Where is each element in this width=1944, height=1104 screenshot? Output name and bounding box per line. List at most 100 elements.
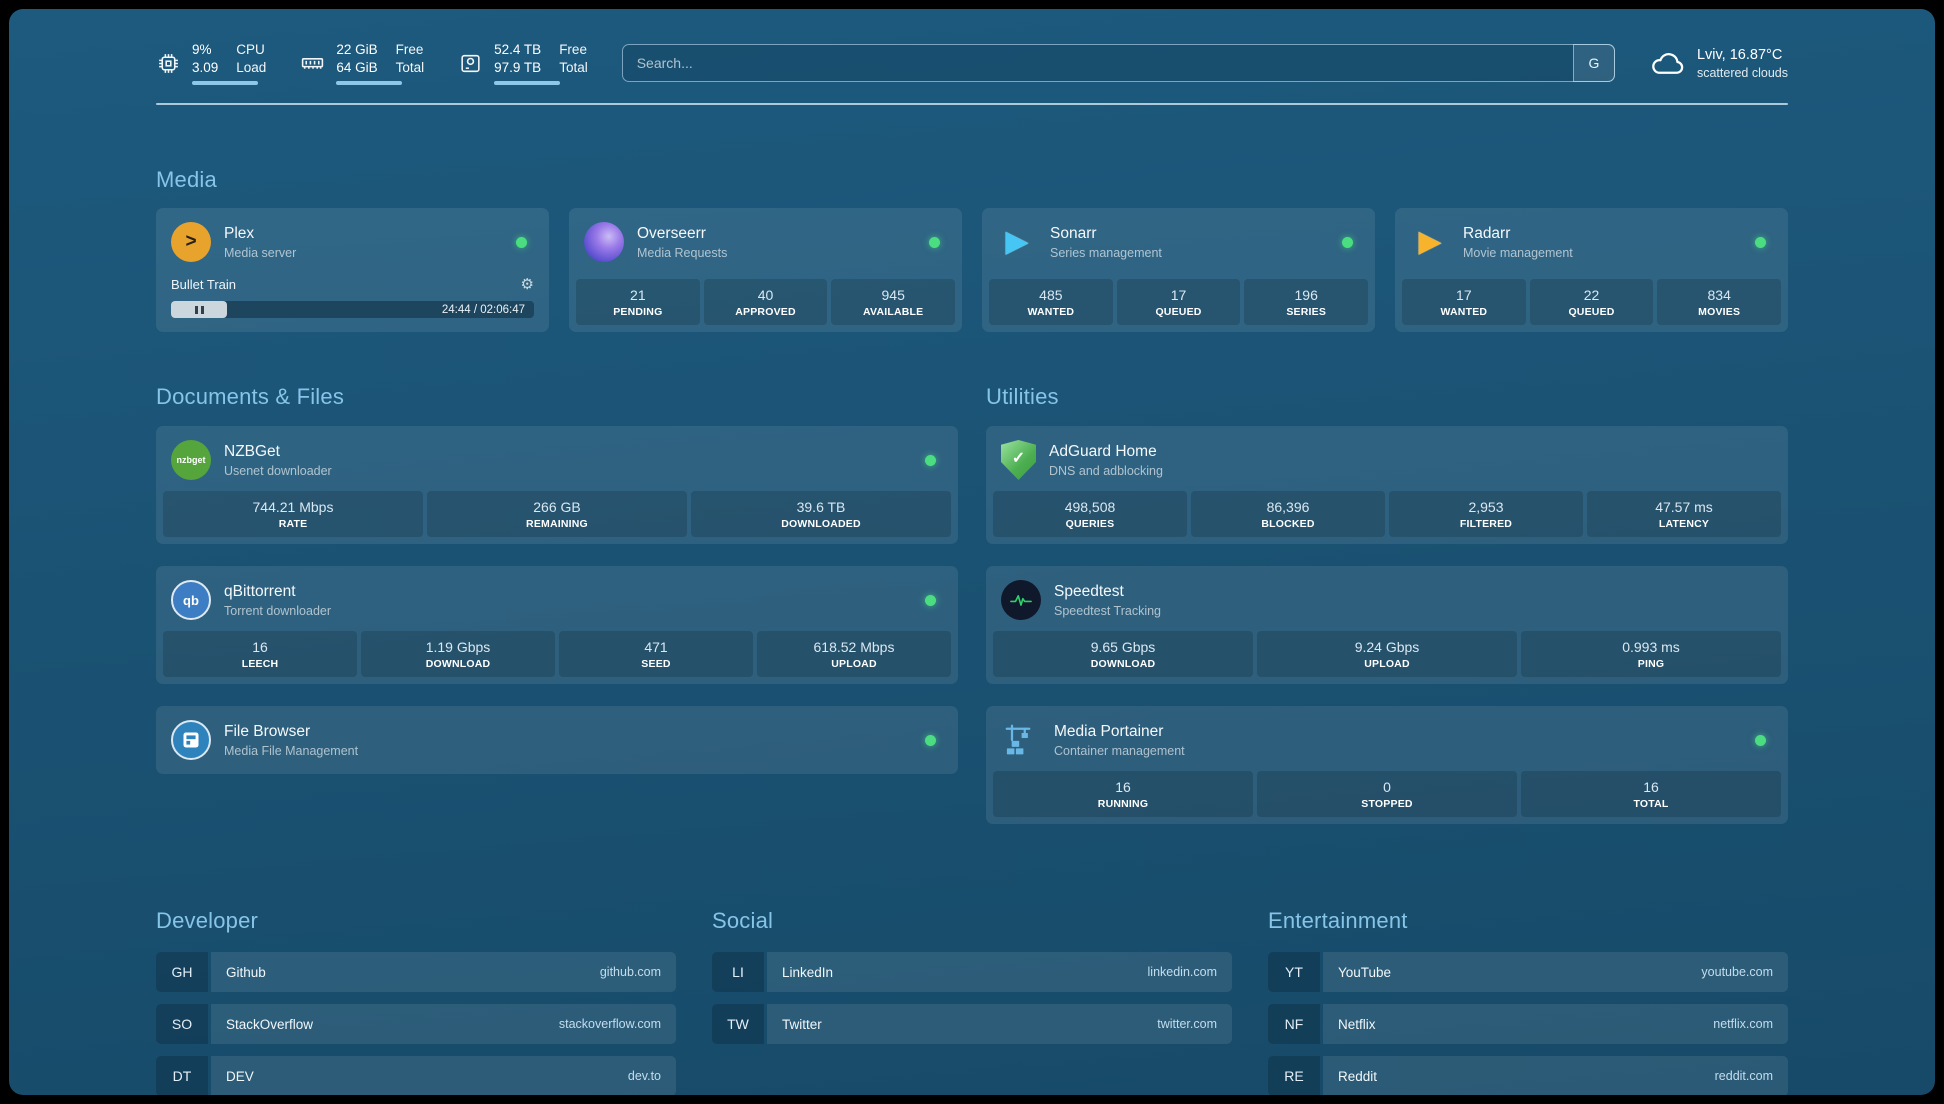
- memory-free-value: 22 GiB: [336, 42, 378, 57]
- playback-progress-bar[interactable]: 24:44 / 02:06:47: [171, 301, 534, 318]
- bookmark-linkedin[interactable]: LI LinkedIn linkedin.com: [712, 952, 1232, 992]
- stat-movies: 834 MOVIES: [1657, 279, 1782, 325]
- service-card-filebrowser[interactable]: File Browser Media File Management: [156, 706, 958, 774]
- service-card-speedtest[interactable]: Speedtest Speedtest Tracking 9.65 Gbps D…: [986, 566, 1788, 684]
- stat-available: 945 AVAILABLE: [831, 279, 956, 325]
- service-card-nzbget[interactable]: nzbget NZBGet Usenet downloader 744.21 M…: [156, 426, 958, 544]
- service-title: Media Portainer: [1054, 722, 1164, 740]
- bookmark-stackoverflow[interactable]: SO StackOverflow stackoverflow.com: [156, 1004, 676, 1044]
- bookmark-name: Github: [226, 964, 266, 980]
- plex-icon: >: [171, 222, 211, 262]
- bookmark-abbr: LI: [712, 952, 764, 992]
- service-title: NZBGet: [224, 442, 280, 460]
- stat-upload: 618.52 Mbps UPLOAD: [757, 631, 951, 677]
- sonarr-icon: ▶: [1005, 225, 1029, 258]
- memory-readout: 22 GiB Free 64 GiB Total: [336, 41, 424, 85]
- service-card-plex[interactable]: > Plex Media server Bullet Train ⚙ 24:44…: [156, 208, 549, 332]
- cpu-readout: 9% CPU 3.09 Load: [192, 41, 266, 85]
- bookmark-abbr: DT: [156, 1056, 208, 1095]
- media-card-grid: > Plex Media server Bullet Train ⚙ 24:44…: [156, 208, 1788, 332]
- service-card-sonarr[interactable]: ▶ Sonarr Series management 485 WANTED 17…: [982, 208, 1375, 332]
- weather-location: Lviv, 16.87°C: [1696, 46, 1783, 63]
- stat-queries: 498,508 QUERIES: [993, 491, 1187, 537]
- bookmark-abbr: YT: [1268, 952, 1320, 992]
- stat-queued: 22 QUEUED: [1529, 279, 1654, 325]
- section-title-utilities: Utilities: [986, 384, 1059, 409]
- stat-pending: 21 PENDING: [576, 279, 700, 325]
- bookmark-abbr: GH: [156, 952, 208, 992]
- status-dot: [925, 454, 936, 466]
- dashboard-frame: 9% CPU 3.09 Load 22 GiB Free 64 G: [9, 9, 1935, 1095]
- utilities-column: Utilities ✓ AdGuard Home DNS and adblock…: [986, 384, 1788, 824]
- status-dot: [929, 236, 940, 248]
- bookmark-url: netflix.com: [1713, 1017, 1773, 1031]
- service-card-overseerr[interactable]: Overseerr Media Requests 21 PENDING 40 A…: [569, 208, 962, 332]
- bookmark-name: LinkedIn: [782, 964, 834, 980]
- bookmark-twitter[interactable]: TW Twitter twitter.com: [712, 1004, 1232, 1044]
- bookmark-youtube[interactable]: YT YouTube youtube.com: [1268, 952, 1788, 992]
- now-playing-title: Bullet Train: [171, 276, 237, 292]
- stat-queued: 17 QUEUED: [1116, 279, 1241, 325]
- weather-widget: Lviv, 16.87°C scattered clouds: [1649, 45, 1788, 81]
- service-subtitle: Container management: [1054, 743, 1185, 758]
- section-title-entertainment: Entertainment: [1268, 908, 1408, 933]
- bookmark-github[interactable]: GH Github github.com: [156, 952, 676, 992]
- cpu-meter-bar: [192, 81, 258, 85]
- service-title: Sonarr: [1050, 224, 1097, 242]
- bookmark-abbr: TW: [712, 1004, 764, 1044]
- service-subtitle: DNS and adblocking: [1049, 463, 1163, 478]
- status-dot: [1755, 236, 1766, 248]
- memory-icon: [300, 51, 325, 76]
- search-input[interactable]: [621, 44, 1615, 82]
- plex-now-playing-widget: Bullet Train ⚙ 24:44 / 02:06:47: [163, 273, 542, 325]
- stat-ping: 0.993 ms PING: [1521, 631, 1781, 677]
- memory-label-bottom: Total: [395, 60, 425, 75]
- disk-total-value: 97.9 TB: [494, 60, 542, 75]
- filebrowser-icon: [171, 720, 211, 760]
- radarr-icon: ▶: [1418, 225, 1442, 258]
- service-subtitle: Media Requests: [637, 245, 728, 260]
- service-card-portainer[interactable]: Media Portainer Container management 16 …: [986, 706, 1788, 824]
- section-title-social: Social: [712, 908, 774, 933]
- memory-widget: 22 GiB Free 64 GiB Total: [300, 41, 424, 85]
- bookmark-name: Reddit: [1338, 1068, 1378, 1084]
- cpu-usage-value: 9%: [192, 42, 212, 57]
- stat-total: 16 TOTAL: [1521, 771, 1781, 817]
- disk-readout: 52.4 TB Free 97.9 TB Total: [494, 41, 588, 85]
- cloud-icon: [1649, 45, 1685, 81]
- stat-upload: 9.24 Gbps UPLOAD: [1257, 631, 1517, 677]
- playback-time: 24:44 / 02:06:47: [441, 303, 525, 316]
- pause-icon[interactable]: [171, 301, 227, 318]
- bookmark-abbr: SO: [156, 1004, 208, 1044]
- gear-icon[interactable]: ⚙: [520, 276, 534, 293]
- service-title: Radarr: [1463, 224, 1511, 242]
- disk-widget: 52.4 TB Free 97.9 TB Total: [458, 41, 588, 85]
- weather-condition: scattered clouds: [1696, 65, 1788, 80]
- service-card-qbittorrent[interactable]: qb qBittorrent Torrent downloader 16 LEE…: [156, 566, 958, 684]
- qbittorrent-icon: qb: [171, 580, 211, 620]
- status-dot: [1342, 236, 1353, 248]
- stat-series: 196 SERIES: [1244, 279, 1369, 325]
- memory-total-value: 64 GiB: [336, 60, 378, 75]
- topbar: 9% CPU 3.09 Load 22 GiB Free 64 G: [156, 41, 1788, 85]
- bookmark-url: reddit.com: [1714, 1069, 1773, 1083]
- cpu-icon: [156, 51, 181, 76]
- bookmark-url: youtube.com: [1701, 965, 1773, 979]
- stat-remaining: 266 GB REMAINING: [427, 491, 687, 537]
- bookmark-group-social: Social LI LinkedIn linkedin.com TW Twitt…: [712, 908, 1232, 1044]
- status-dot: [925, 594, 936, 606]
- stat-stopped: 0 STOPPED: [1257, 771, 1517, 817]
- disk-meter-bar: [494, 81, 561, 85]
- bookmark-name: YouTube: [1338, 964, 1392, 980]
- cpu-label-bottom: Load: [236, 60, 267, 75]
- section-title-developer: Developer: [156, 908, 259, 933]
- bookmark-netflix[interactable]: NF Netflix netflix.com: [1268, 1004, 1788, 1044]
- search-provider-button[interactable]: G: [1572, 44, 1615, 82]
- cpu-label-top: CPU: [236, 42, 265, 57]
- stat-download: 1.19 Gbps DOWNLOAD: [361, 631, 555, 677]
- bookmark-dev[interactable]: DT DEV dev.to: [156, 1056, 676, 1095]
- service-card-adguard[interactable]: ✓ AdGuard Home DNS and adblocking 498,50…: [986, 426, 1788, 544]
- nzbget-icon: nzbget: [171, 440, 211, 480]
- bookmark-reddit[interactable]: RE Reddit reddit.com: [1268, 1056, 1788, 1095]
- service-card-radarr[interactable]: ▶ Radarr Movie management 17 WANTED 22 Q…: [1395, 208, 1788, 332]
